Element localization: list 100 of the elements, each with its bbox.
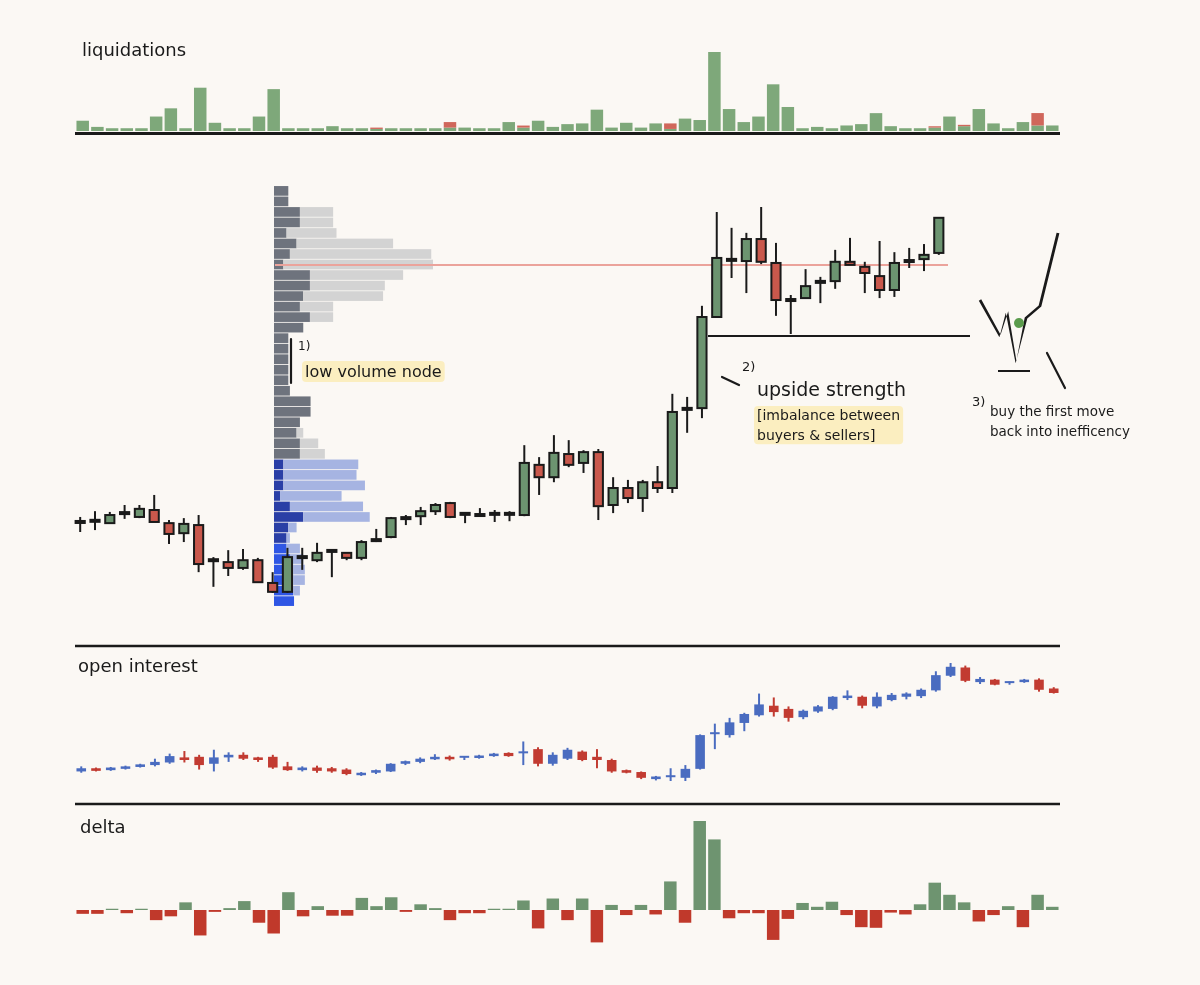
bar: [193, 910, 207, 936]
bar: [855, 124, 868, 131]
bar: [840, 125, 853, 131]
bar: [355, 897, 369, 910]
bar: [1031, 113, 1044, 126]
bar: [664, 123, 677, 129]
bar: [1016, 122, 1030, 131]
candlestick: [844, 236, 856, 266]
candlestick: [710, 722, 720, 751]
candlestick: [814, 275, 826, 305]
bar: [282, 128, 295, 131]
bar: [76, 120, 89, 131]
bar: [193, 87, 207, 131]
bar: [957, 126, 971, 131]
bar: [752, 910, 765, 914]
bar: [120, 910, 134, 914]
candlestick: [533, 456, 545, 496]
bar: [693, 120, 706, 131]
bar: [561, 910, 574, 921]
bar: [546, 898, 560, 910]
bar: [223, 128, 236, 131]
bar: [1046, 125, 1059, 131]
bar: [91, 910, 104, 914]
bar: [781, 910, 795, 919]
bar: [414, 128, 427, 131]
candlestick: [829, 248, 841, 290]
bar: [326, 126, 339, 131]
bar: [752, 116, 765, 131]
bar: [370, 906, 383, 910]
bar: [987, 123, 1000, 131]
bar: [649, 123, 662, 131]
bar: [149, 910, 163, 921]
chart-title: open interest: [78, 655, 198, 676]
bar: [634, 904, 648, 910]
bar: [708, 52, 721, 131]
bar: [972, 910, 986, 922]
bar: [340, 128, 354, 131]
bar: [855, 910, 868, 928]
candlestick: [237, 548, 249, 571]
bar: [120, 128, 134, 131]
bar: [664, 128, 677, 131]
bar: [737, 910, 751, 914]
candlestick: [607, 476, 619, 515]
candlestick: [681, 395, 693, 434]
bar: [722, 910, 736, 919]
candlestick: [651, 465, 664, 495]
text: buy the first move back into inefficency: [990, 403, 1130, 439]
bar: [796, 902, 809, 910]
annotation: upside strength: [757, 378, 907, 400]
bar: [840, 910, 853, 916]
bar: [899, 128, 912, 131]
bar: [575, 898, 589, 910]
bar: [1031, 125, 1044, 131]
bar: [575, 123, 589, 131]
bar: [326, 910, 339, 916]
bar: [458, 127, 471, 131]
bar: [649, 910, 662, 915]
bar: [517, 900, 530, 910]
bar: [487, 128, 501, 131]
bar: [429, 128, 442, 131]
chart-title: liquidations: [82, 39, 187, 60]
bar: [296, 910, 310, 917]
bar: [620, 910, 633, 916]
bar: [987, 910, 1000, 916]
candlestick: [296, 546, 308, 571]
bar: [708, 839, 721, 910]
candlestick: [222, 549, 234, 578]
bar: [340, 910, 354, 916]
bar: [811, 906, 824, 910]
candlestick: [754, 692, 764, 718]
candlestick: [577, 449, 590, 474]
bar: [76, 910, 89, 914]
bar: [252, 910, 266, 923]
candlestick: [931, 670, 941, 693]
bar: [105, 128, 119, 131]
bar: [561, 124, 574, 131]
bar: [267, 89, 280, 131]
candlestick: [209, 748, 219, 773]
bar: [179, 902, 192, 910]
candlestick: [859, 260, 871, 295]
bar: [605, 904, 618, 910]
bar: [913, 128, 927, 131]
candlestick: [622, 478, 634, 505]
bar: [1016, 910, 1030, 928]
bar: [972, 109, 986, 131]
bar: [1031, 894, 1044, 910]
bar: [502, 122, 515, 131]
candlestick: [903, 246, 915, 269]
bar: [605, 127, 618, 131]
candlestick: [563, 439, 575, 469]
bar: [252, 116, 266, 131]
bar: [311, 128, 324, 131]
bar: [693, 821, 706, 910]
candlestick: [311, 541, 323, 564]
bar: [869, 113, 883, 131]
candlestick: [355, 539, 368, 562]
bar: [208, 122, 222, 131]
candlestick: [178, 517, 190, 544]
bar: [943, 894, 956, 910]
candlestick: [252, 556, 264, 584]
